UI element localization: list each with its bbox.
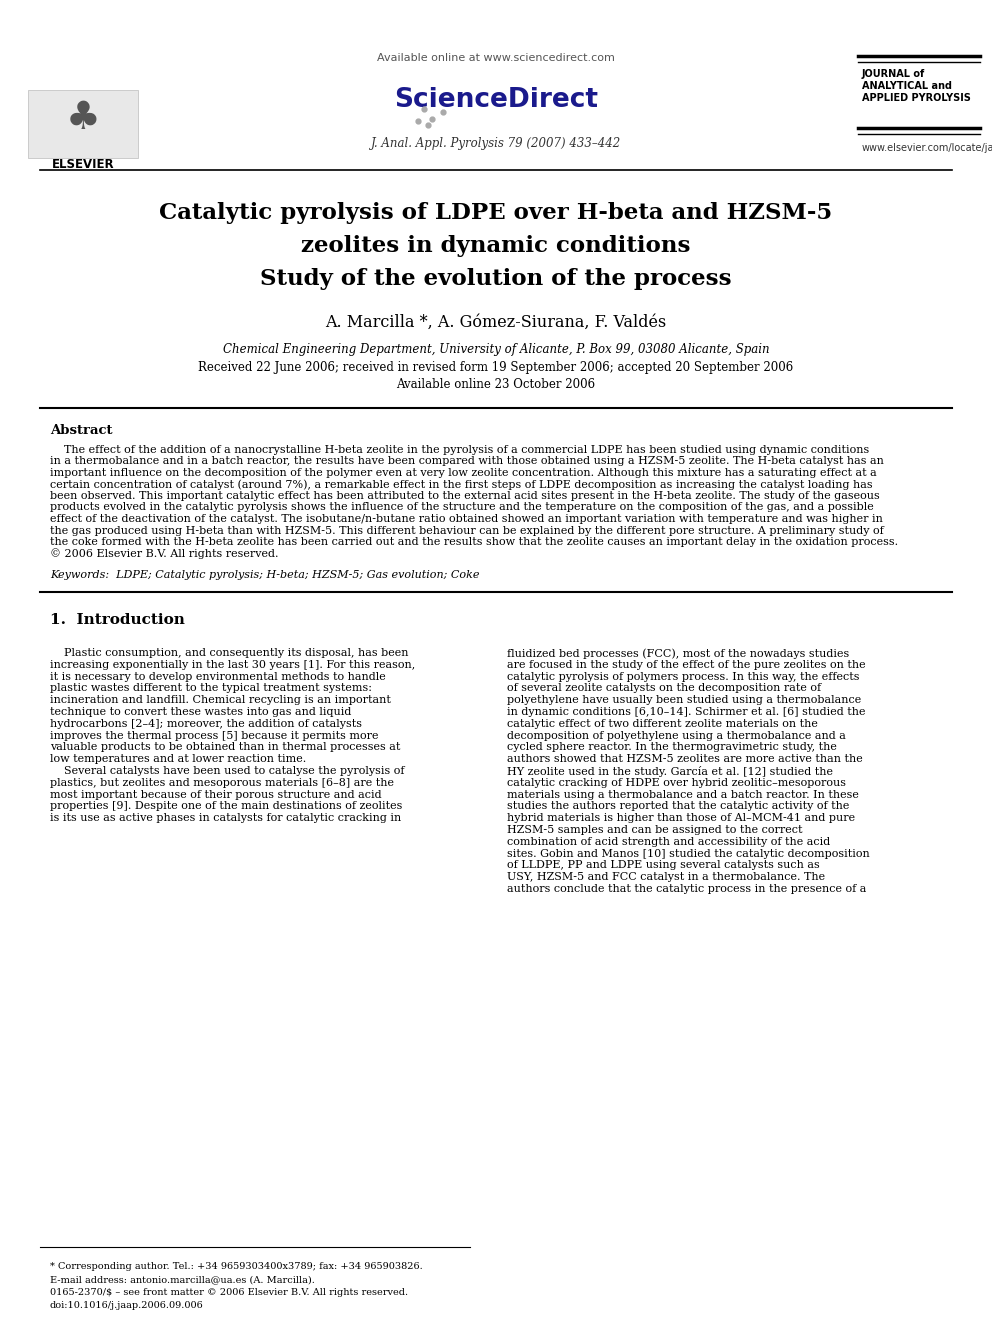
Text: A. Marcilla *, A. Gómez-Siurana, F. Valdés: A. Marcilla *, A. Gómez-Siurana, F. Vald… [325,314,667,331]
Text: Catalytic pyrolysis of LDPE over H-beta and HZSM-5: Catalytic pyrolysis of LDPE over H-beta … [160,202,832,224]
Text: The effect of the addition of a nanocrystalline H-beta zeolite in the pyrolysis : The effect of the addition of a nanocrys… [50,445,869,455]
Text: improves the thermal process [5] because it permits more: improves the thermal process [5] because… [50,730,379,741]
Text: valuable products to be obtained than in thermal processes at: valuable products to be obtained than in… [50,742,401,753]
Text: incineration and landfill. Chemical recycling is an important: incineration and landfill. Chemical recy… [50,695,391,705]
Text: increasing exponentially in the last 30 years [1]. For this reason,: increasing exponentially in the last 30 … [50,660,416,669]
Text: 0165-2370/$ – see front matter © 2006 Elsevier B.V. All rights reserved.: 0165-2370/$ – see front matter © 2006 El… [50,1289,408,1297]
Text: ANALYTICAL and: ANALYTICAL and [862,81,952,91]
Text: Received 22 June 2006; received in revised form 19 September 2006; accepted 20 S: Received 22 June 2006; received in revis… [198,361,794,374]
Text: USY, HZSM-5 and FCC catalyst in a thermobalance. The: USY, HZSM-5 and FCC catalyst in a thermo… [507,872,825,882]
Text: HY zeolite used in the study. García et al. [12] studied the: HY zeolite used in the study. García et … [507,766,833,777]
Text: certain concentration of catalyst (around 7%), a remarkable effect in the first : certain concentration of catalyst (aroun… [50,479,873,490]
Text: Study of the evolution of the process: Study of the evolution of the process [260,269,732,290]
Text: fluidized bed processes (FCC), most of the nowadays studies: fluidized bed processes (FCC), most of t… [507,648,849,659]
Text: © 2006 Elsevier B.V. All rights reserved.: © 2006 Elsevier B.V. All rights reserved… [50,549,279,560]
Text: in a thermobalance and in a batch reactor, the results have been compared with t: in a thermobalance and in a batch reacto… [50,456,884,467]
Text: plastic wastes different to the typical treatment systems:: plastic wastes different to the typical … [50,684,372,693]
Bar [28,90,138,157]
Text: it is necessary to develop environmental methods to handle: it is necessary to develop environmental… [50,672,386,681]
Text: Abstract: Abstract [50,423,112,437]
Text: of several zeolite catalysts on the decomposition rate of: of several zeolite catalysts on the deco… [507,684,821,693]
Text: J. Anal. Appl. Pyrolysis 79 (2007) 433–442: J. Anal. Appl. Pyrolysis 79 (2007) 433–4… [371,136,621,149]
Text: are focused in the study of the effect of the pure zeolites on the: are focused in the study of the effect o… [507,660,866,669]
Text: authors conclude that the catalytic process in the presence of a: authors conclude that the catalytic proc… [507,884,866,894]
Text: in dynamic conditions [6,10–14]. Schirmer et al. [6] studied the: in dynamic conditions [6,10–14]. Schirme… [507,706,865,717]
Text: is its use as active phases in catalysts for catalytic cracking in: is its use as active phases in catalysts… [50,814,401,823]
Text: catalytic effect of two different zeolite materials on the: catalytic effect of two different zeolit… [507,718,817,729]
Text: HZSM-5 samples and can be assigned to the correct: HZSM-5 samples and can be assigned to th… [507,826,803,835]
Text: hydrocarbons [2–4]; moreover, the addition of catalysts: hydrocarbons [2–4]; moreover, the additi… [50,718,362,729]
Text: ♣: ♣ [65,99,100,138]
Text: properties [9]. Despite one of the main destinations of zeolites: properties [9]. Despite one of the main … [50,802,403,811]
Text: polyethylene have usually been studied using a thermobalance: polyethylene have usually been studied u… [507,695,861,705]
Text: Chemical Engineering Department, University of Alicante, P. Box 99, 03080 Alican: Chemical Engineering Department, Univers… [222,344,770,356]
Text: sites. Gobin and Manos [10] studied the catalytic decomposition: sites. Gobin and Manos [10] studied the … [507,848,870,859]
Text: Plastic consumption, and consequently its disposal, has been: Plastic consumption, and consequently it… [50,648,409,658]
Text: most important because of their porous structure and acid: most important because of their porous s… [50,790,382,799]
Text: technique to convert these wastes into gas and liquid: technique to convert these wastes into g… [50,706,351,717]
Text: JOURNAL of: JOURNAL of [862,69,926,79]
Text: been observed. This important catalytic effect has been attributed to the extern: been observed. This important catalytic … [50,491,880,501]
Text: Available online at www.sciencedirect.com: Available online at www.sciencedirect.co… [377,53,615,64]
Text: catalytic pyrolysis of polymers process. In this way, the effects: catalytic pyrolysis of polymers process.… [507,672,859,681]
Text: products evolved in the catalytic pyrolysis shows the influence of the structure: products evolved in the catalytic pyroly… [50,503,874,512]
Text: low temperatures and at lower reaction time.: low temperatures and at lower reaction t… [50,754,307,765]
Text: important influence on the decomposition of the polymer even at very low zeolite: important influence on the decomposition… [50,468,877,478]
Text: authors showed that HZSM-5 zeolites are more active than the: authors showed that HZSM-5 zeolites are … [507,754,863,765]
Text: the coke formed with the H-beta zeolite has been carried out and the results sho: the coke formed with the H-beta zeolite … [50,537,898,546]
Text: cycled sphere reactor. In the thermogravimetric study, the: cycled sphere reactor. In the thermograv… [507,742,837,753]
Text: effect of the deactivation of the catalyst. The isobutane/n-butane ratio obtaine: effect of the deactivation of the cataly… [50,515,883,524]
Text: 1.  Introduction: 1. Introduction [50,613,185,627]
Text: studies the authors reported that the catalytic activity of the: studies the authors reported that the ca… [507,802,849,811]
Text: of LLDPE, PP and LDPE using several catalysts such as: of LLDPE, PP and LDPE using several cata… [507,860,819,871]
Text: * Corresponding author. Tel.: +34 9659303400x3789; fax: +34 965903826.: * Corresponding author. Tel.: +34 965930… [50,1262,423,1271]
Text: E-mail address: antonio.marcilla@ua.es (A. Marcilla).: E-mail address: antonio.marcilla@ua.es (… [50,1275,314,1285]
Text: materials using a thermobalance and a batch reactor. In these: materials using a thermobalance and a ba… [507,790,859,799]
Text: Several catalysts have been used to catalyse the pyrolysis of: Several catalysts have been used to cata… [50,766,405,777]
Text: decomposition of polyethylene using a thermobalance and a: decomposition of polyethylene using a th… [507,730,846,741]
Text: the gas produced using H-beta than with HZSM-5. This different behaviour can be : the gas produced using H-beta than with … [50,525,884,536]
Text: combination of acid strength and accessibility of the acid: combination of acid strength and accessi… [507,837,830,847]
Text: zeolites in dynamic conditions: zeolites in dynamic conditions [302,235,690,257]
Text: hybrid materials is higher than those of Al–MCM-41 and pure: hybrid materials is higher than those of… [507,814,855,823]
Text: ELSEVIER: ELSEVIER [52,159,114,172]
Text: catalytic cracking of HDPE over hybrid zeolitic–mesoporous: catalytic cracking of HDPE over hybrid z… [507,778,846,787]
Text: Keywords:  LDPE; Catalytic pyrolysis; H-beta; HZSM-5; Gas evolution; Coke: Keywords: LDPE; Catalytic pyrolysis; H-b… [50,570,479,579]
Text: APPLIED PYROLYSIS: APPLIED PYROLYSIS [862,93,971,103]
Text: ScienceDirect: ScienceDirect [394,87,598,112]
Text: Available online 23 October 2006: Available online 23 October 2006 [397,377,595,390]
Text: www.elsevier.com/locate/jaap: www.elsevier.com/locate/jaap [862,143,992,153]
Text: doi:10.1016/j.jaap.2006.09.006: doi:10.1016/j.jaap.2006.09.006 [50,1301,203,1310]
Text: plastics, but zeolites and mesoporous materials [6–8] are the: plastics, but zeolites and mesoporous ma… [50,778,394,787]
